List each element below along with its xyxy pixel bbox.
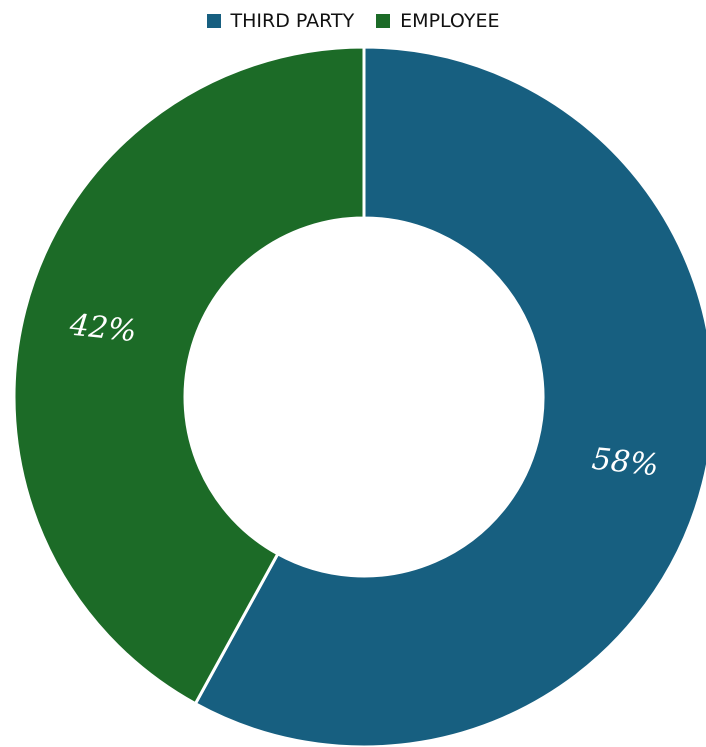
slice-third-party[interactable] xyxy=(193,45,706,747)
slice-label-third-party: 58% xyxy=(590,442,660,484)
legend-item-employee[interactable]: EMPLOYEE xyxy=(376,10,499,32)
legend-label-employee: EMPLOYEE xyxy=(400,10,500,32)
legend-label-third-party: THIRD PARTY xyxy=(230,10,355,32)
legend: THIRD PARTY EMPLOYEE xyxy=(0,10,706,32)
legend-swatch-employee xyxy=(376,14,391,28)
slice-employee[interactable] xyxy=(12,45,366,706)
legend-item-third-party[interactable]: THIRD PARTY xyxy=(206,10,355,32)
slice-label-employee: 42% xyxy=(67,307,138,349)
legend-swatch-third-party xyxy=(206,14,221,28)
